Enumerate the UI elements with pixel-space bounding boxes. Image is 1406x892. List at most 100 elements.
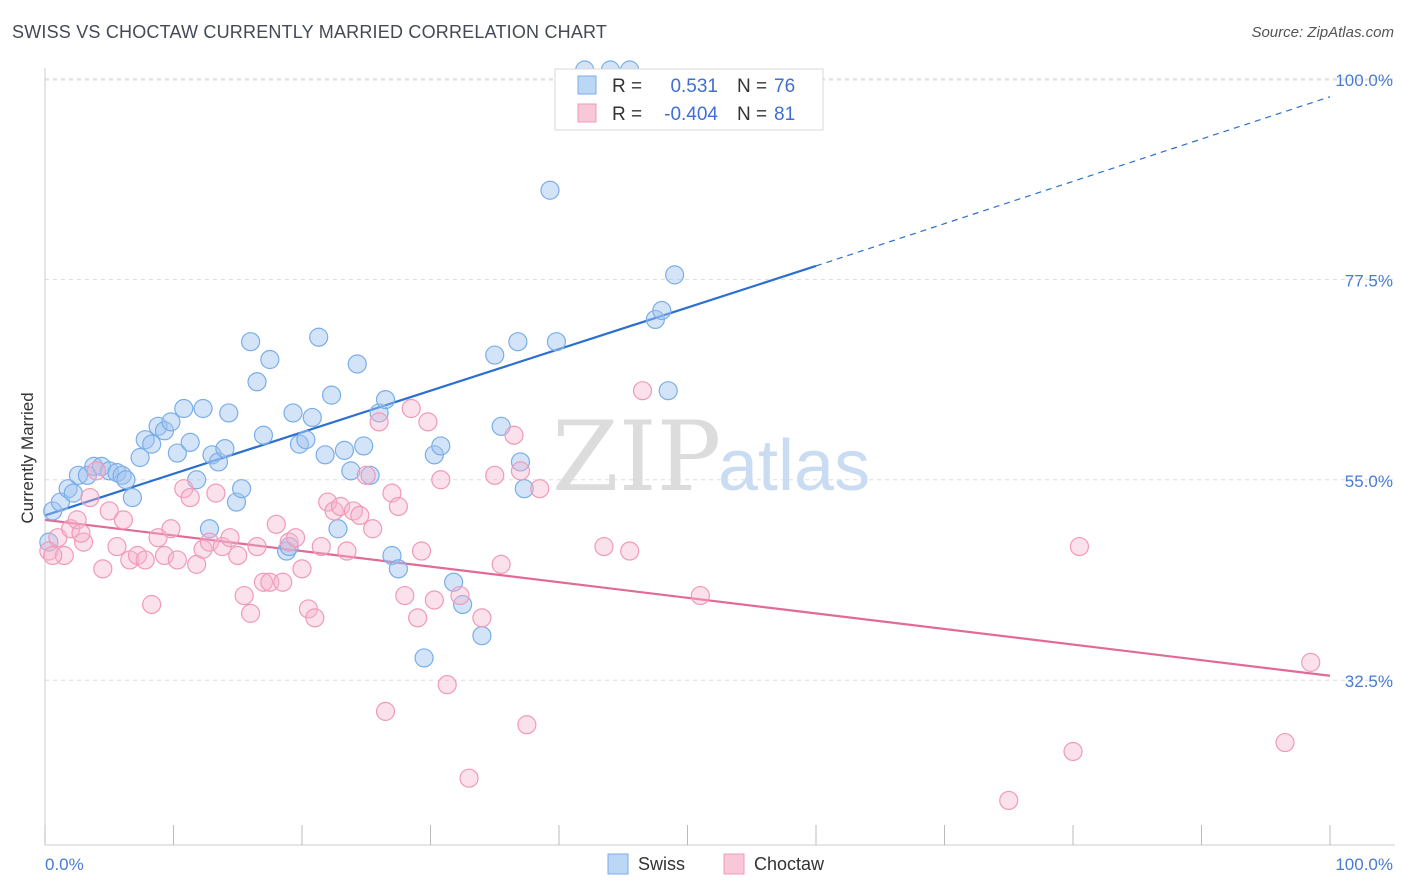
swiss-point-59 <box>485 345 505 365</box>
legend-r-value-swiss: 0.531 <box>670 76 718 97</box>
swiss-trend-extension <box>815 96 1331 267</box>
choctaw-point-74 <box>690 585 710 606</box>
choctaw-point-81 <box>71 523 91 543</box>
y-tick-label-3: 32.5% <box>1345 672 1393 691</box>
choctaw-point-78 <box>1275 732 1295 753</box>
y-tick-label-0: 100.0% <box>1335 71 1393 90</box>
choctaw-point-44 <box>330 496 351 517</box>
choctaw-point-57 <box>411 541 432 561</box>
legend-box <box>554 68 824 131</box>
choctaw-point-15 <box>142 594 162 615</box>
choctaw-point-80 <box>43 545 63 566</box>
swiss-point-72 <box>665 265 685 285</box>
swiss-point-4 <box>63 483 83 503</box>
choctaw-point-72 <box>620 541 640 561</box>
bottom-legend-swatch-choctaw <box>723 853 745 875</box>
swiss-point-58 <box>472 626 492 646</box>
legend-swatch-swiss <box>577 75 597 95</box>
bottom-legend-swatch-swiss <box>607 853 629 875</box>
choctaw-point-47 <box>350 505 370 526</box>
legend-n-value-swiss: 76 <box>774 76 795 97</box>
watermark-zip: ZIP <box>552 401 721 513</box>
swiss-point-36 <box>283 403 303 423</box>
choctaw-point-65 <box>485 465 505 485</box>
swiss-point-19 <box>167 443 187 463</box>
choctaw-point-71 <box>594 536 614 557</box>
legend-r-label-choctaw: R = <box>612 104 642 125</box>
tick-labels: 100.0% 77.5% 55.0% 32.5% 0.0% 100.0% <box>45 71 1393 874</box>
choctaw-point-18 <box>161 519 181 539</box>
choctaw-point-79 <box>1301 652 1321 672</box>
swiss-point-39 <box>302 407 322 428</box>
choctaw-point-28 <box>228 545 248 566</box>
choctaw-point-11 <box>113 510 133 530</box>
data-points <box>39 60 1321 811</box>
choctaw-point-45 <box>337 541 357 561</box>
swiss-point-65 <box>546 332 567 352</box>
choctaw-point-75 <box>999 790 1019 811</box>
choctaw-point-6 <box>80 487 100 508</box>
swiss-point-43 <box>328 519 348 539</box>
choctaw-point-34 <box>266 514 286 534</box>
swiss-point-64 <box>540 180 560 200</box>
choctaw-point-49 <box>363 519 383 539</box>
swiss-point-46 <box>347 354 367 374</box>
bottom-legend-label-choctaw: Choctaw <box>754 854 825 874</box>
swiss-point-71 <box>658 381 678 401</box>
swiss-point-29 <box>232 479 252 499</box>
choctaw-point-66 <box>491 554 511 574</box>
choctaw-point-27 <box>220 528 240 548</box>
swiss-point-47 <box>354 436 374 456</box>
swiss-point-53 <box>414 648 434 668</box>
choctaw-point-69 <box>517 715 537 735</box>
choctaw-point-41 <box>311 536 331 557</box>
choctaw-point-30 <box>241 603 261 623</box>
choctaw-point-9 <box>99 501 119 521</box>
swiss-point-61 <box>508 332 528 352</box>
choctaw-point-29 <box>234 585 254 606</box>
bottom-legend-label-swiss: Swiss <box>638 854 685 874</box>
choctaw-point-7 <box>86 461 107 481</box>
choctaw-point-77 <box>1069 536 1090 557</box>
swiss-point-41 <box>315 445 335 465</box>
swiss-point-32 <box>253 425 274 445</box>
y-tick-label-2: 55.0% <box>1345 472 1393 491</box>
choctaw-point-55 <box>401 398 421 419</box>
swiss-point-26 <box>215 438 235 459</box>
legend-r-value-choctaw: -0.404 <box>664 104 718 125</box>
choctaw-point-31 <box>247 536 267 557</box>
x-tick-label-left: 0.0% <box>45 855 84 874</box>
swiss-point-15 <box>142 434 162 454</box>
y-axis-title: Currently Married <box>18 392 37 523</box>
swiss-point-40 <box>309 327 329 347</box>
choctaw-point-61 <box>437 675 457 695</box>
choctaw-point-70 <box>530 479 550 499</box>
swiss-point-38 <box>296 430 316 450</box>
legend-swatch-choctaw <box>577 103 597 123</box>
swiss-point-74 <box>122 487 142 508</box>
choctaw-point-48 <box>356 465 376 485</box>
swiss-point-27 <box>219 403 239 423</box>
choctaw-point-17 <box>154 545 175 566</box>
choctaw-point-40 <box>305 608 325 628</box>
swiss-point-55 <box>431 436 451 456</box>
choctaw-point-63 <box>459 768 479 788</box>
swiss-point-63 <box>514 479 534 499</box>
choctaw-point-53 <box>388 496 408 517</box>
choctaw-point-62 <box>450 585 470 606</box>
legend-n-label-swiss: N = <box>737 76 767 97</box>
legend-r-label-swiss: R = <box>612 76 642 97</box>
choctaw-point-56 <box>408 608 428 628</box>
choctaw-point-54 <box>395 585 415 606</box>
legend: R = 0.531 N = 76 R = -0.404 N = 81 <box>554 68 824 131</box>
swiss-point-23 <box>193 398 213 419</box>
swiss-point-21 <box>180 432 200 452</box>
choctaw-point-14 <box>135 550 155 570</box>
y-tick-label-1: 77.5% <box>1345 271 1393 290</box>
swiss-point-45 <box>341 461 361 481</box>
swiss-point-31 <box>247 372 267 392</box>
choctaw-point-37 <box>285 528 306 548</box>
swiss-point-50 <box>375 389 396 410</box>
chart-source: Source: ZipAtlas.com <box>1251 24 1394 41</box>
